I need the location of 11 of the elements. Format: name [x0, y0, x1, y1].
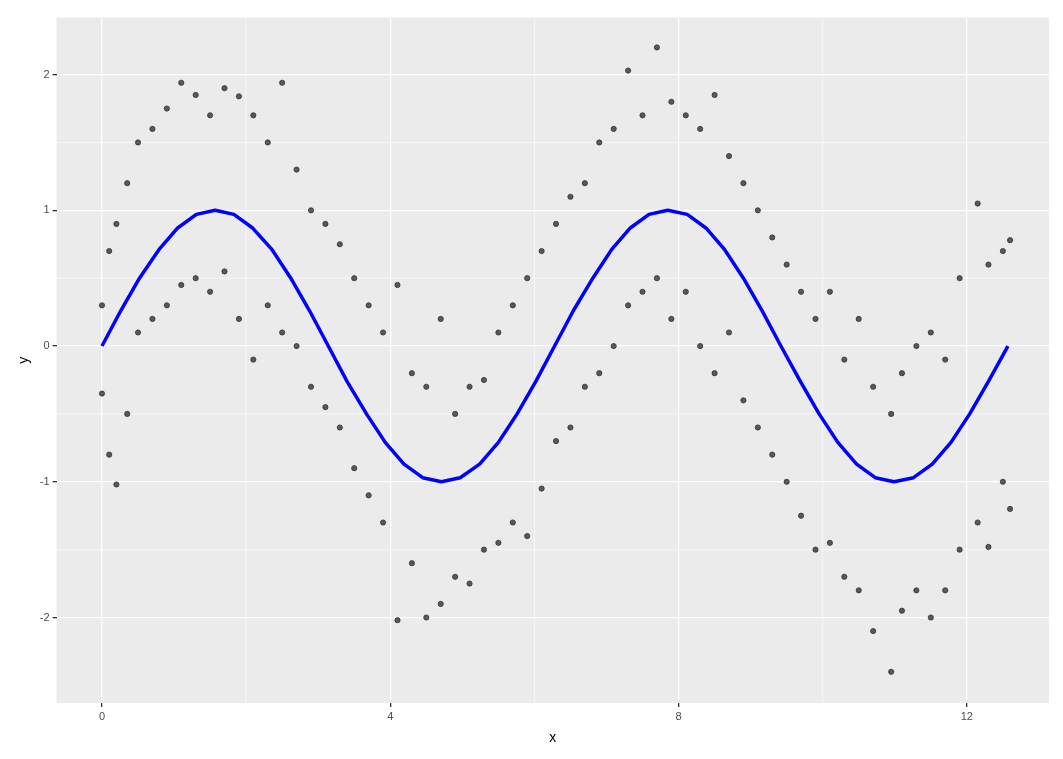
y-tick-label: 2	[43, 67, 50, 80]
y-axis-title: y	[15, 356, 32, 364]
x-axis-title: x	[549, 729, 557, 746]
y-tick-label: 0	[43, 339, 50, 352]
x-tick-label: 8	[675, 709, 682, 722]
y-tick-label: 1	[43, 203, 50, 216]
y-tick-label: -1	[39, 474, 50, 487]
x-tick-label: 0	[98, 709, 106, 722]
x-tick-label: 12	[960, 709, 973, 722]
y-tick-label: -2	[39, 610, 50, 623]
x-tick-label: 4	[387, 709, 394, 722]
